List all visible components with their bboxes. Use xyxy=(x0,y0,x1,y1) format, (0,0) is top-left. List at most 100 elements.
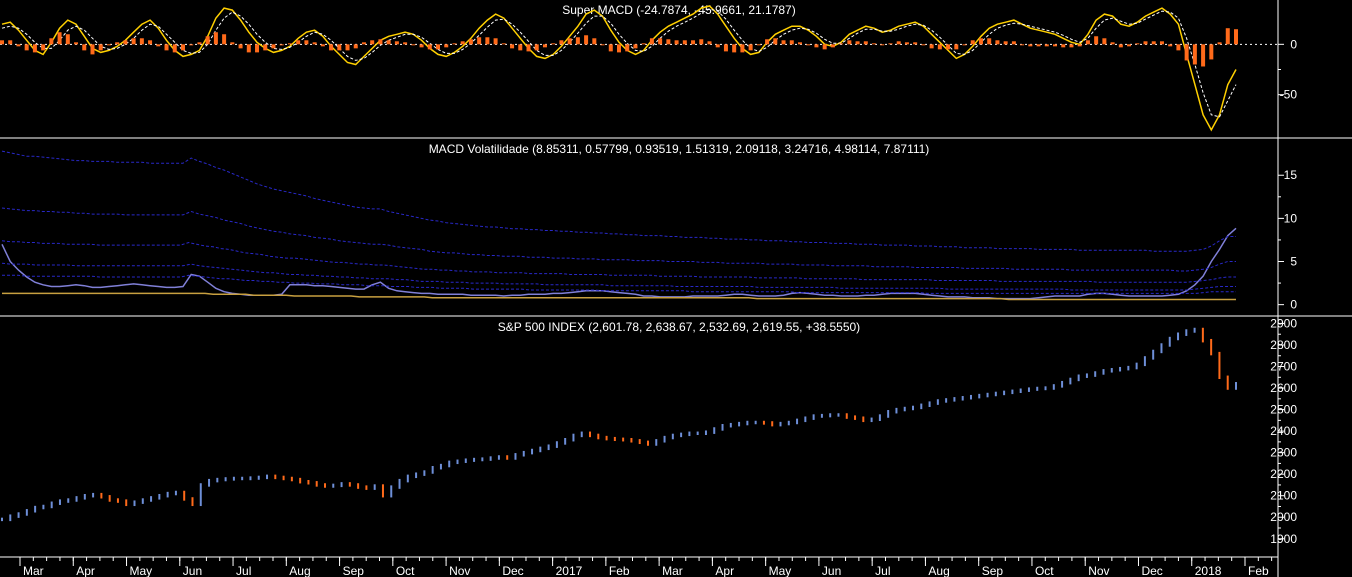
histogram-bar xyxy=(1077,44,1082,47)
histogram-bar xyxy=(477,37,482,45)
x-tick-label: Jul xyxy=(236,564,251,577)
histogram-bar xyxy=(913,42,918,45)
histogram-bar xyxy=(748,44,753,51)
histogram-bar xyxy=(427,44,432,50)
histogram-bar xyxy=(246,44,251,53)
panel-title: S&P 500 INDEX (2,601.78, 2,638.67, 2,532… xyxy=(498,320,860,334)
histogram-bar xyxy=(732,44,737,53)
histogram-bar xyxy=(625,44,630,52)
histogram-bar xyxy=(1225,28,1230,45)
histogram-bar xyxy=(592,38,597,45)
histogram-bar xyxy=(773,38,778,45)
x-tick-label: May xyxy=(769,564,792,577)
x-tick-label: Jun xyxy=(183,564,202,577)
histogram-bar xyxy=(1003,41,1008,45)
y-tick-label: 2500 xyxy=(1270,403,1297,417)
histogram-bar xyxy=(115,42,120,45)
histogram-bar xyxy=(394,41,399,45)
histogram-bar xyxy=(584,35,589,45)
x-tick-label: Mar xyxy=(662,564,683,577)
x-tick-label: Aug xyxy=(289,564,310,577)
histogram-bar xyxy=(172,44,177,53)
histogram-bar xyxy=(896,41,901,45)
histogram-bar xyxy=(1028,44,1033,47)
histogram-bar xyxy=(1176,44,1181,51)
histogram-bar xyxy=(345,44,350,51)
y-tick-label: 2600 xyxy=(1270,381,1297,395)
histogram-bar xyxy=(361,42,366,45)
y-tick-label: 2900 xyxy=(1270,316,1297,330)
histogram-bar xyxy=(386,40,391,45)
y-tick-label: 2800 xyxy=(1270,338,1297,352)
x-tick-label: Dec xyxy=(1141,564,1162,577)
histogram-bar xyxy=(1085,40,1090,45)
histogram-bar xyxy=(378,39,383,45)
histogram-bar xyxy=(970,40,975,45)
y-tick-label: 2000 xyxy=(1270,510,1297,524)
y-tick-label: 10 xyxy=(1284,211,1298,225)
histogram-bar xyxy=(551,43,556,45)
x-tick-label: Apr xyxy=(76,564,95,577)
x-tick-label: Nov xyxy=(449,564,470,577)
histogram-bar xyxy=(797,42,802,45)
histogram-bar xyxy=(65,34,70,45)
sp500-price-panel: S&P 500 INDEX (2,601.78, 2,638.67, 2,532… xyxy=(1,316,1297,546)
histogram-bar xyxy=(1168,44,1173,47)
histogram-bar xyxy=(1143,41,1148,45)
histogram-bar xyxy=(222,34,227,45)
histogram-bar xyxy=(839,43,844,45)
histogram-bar xyxy=(1020,44,1025,46)
y-tick-label: 2200 xyxy=(1270,467,1297,481)
macd-volatility-panel: MACD Volatilidade (8.85311, 0.57799, 0.9… xyxy=(1,142,1298,312)
histogram-bar xyxy=(501,43,506,45)
histogram-bar xyxy=(1102,38,1107,45)
histogram-bar xyxy=(139,38,144,45)
histogram-bar xyxy=(633,44,638,49)
histogram-bar xyxy=(1036,44,1041,47)
histogram-bar xyxy=(304,40,309,45)
dashed-series-line xyxy=(2,274,1236,294)
histogram-bar xyxy=(699,39,704,45)
histogram-bar xyxy=(847,40,852,45)
histogram-bar xyxy=(1184,44,1189,61)
histogram-bar xyxy=(740,44,745,53)
histogram-bar xyxy=(468,39,473,45)
histogram-bar xyxy=(526,44,531,52)
x-tick-label: Jun xyxy=(822,564,841,577)
histogram-bar xyxy=(287,43,292,45)
histogram-bar xyxy=(57,32,62,45)
y-tick-label: 0 xyxy=(1290,37,1297,51)
histogram-bar xyxy=(131,38,136,45)
histogram-bar xyxy=(1044,44,1049,47)
histogram-bar xyxy=(1011,41,1016,45)
histogram-bar xyxy=(691,40,696,45)
x-tick-label: Mar xyxy=(23,564,44,577)
histogram-bar xyxy=(666,39,671,45)
panel-title: Super MACD (-24.7874, -45.9661, 21.1787) xyxy=(562,3,795,17)
histogram-bar xyxy=(205,36,210,45)
histogram-bar xyxy=(8,40,13,45)
histogram-bar xyxy=(929,44,934,49)
y-tick-label: 0 xyxy=(1290,298,1297,312)
y-tick-label: 15 xyxy=(1284,168,1298,182)
histogram-bar xyxy=(164,44,169,51)
histogram-bar xyxy=(542,44,547,48)
histogram-bar xyxy=(658,38,663,45)
histogram-bar xyxy=(1159,41,1164,45)
histogram-bar xyxy=(337,44,342,51)
histogram-bar xyxy=(954,44,959,50)
histogram-bar xyxy=(279,44,284,46)
histogram-bar xyxy=(962,44,967,46)
histogram-bar xyxy=(872,43,877,45)
histogram-bar xyxy=(106,44,111,46)
x-tick-label: Oct xyxy=(1035,564,1054,577)
histogram-bar xyxy=(238,44,243,49)
histogram-bar xyxy=(781,40,786,45)
histogram-bar xyxy=(90,44,95,55)
histogram-bar xyxy=(649,38,654,45)
histogram-bar xyxy=(1201,44,1206,67)
histogram-bar xyxy=(987,38,992,45)
histogram-bar xyxy=(493,38,498,45)
